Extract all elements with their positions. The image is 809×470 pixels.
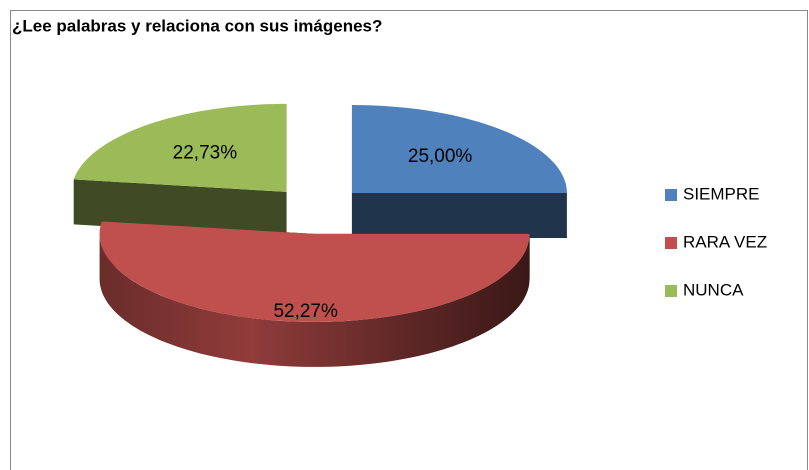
slice-top bbox=[99, 221, 530, 322]
legend-swatch bbox=[665, 237, 677, 249]
legend-label: RARA VEZ bbox=[683, 232, 767, 251]
legend-label: NUNCA bbox=[683, 280, 744, 299]
slice-wall bbox=[99, 233, 530, 367]
slice-side bbox=[73, 179, 287, 237]
data-label: 25,00% bbox=[408, 146, 473, 167]
slice-top bbox=[351, 105, 567, 193]
pie-slice bbox=[73, 103, 287, 237]
slice-top bbox=[73, 103, 287, 192]
legend-swatch bbox=[665, 189, 677, 201]
pie-slice bbox=[99, 221, 530, 367]
data-label: 22,73% bbox=[173, 142, 238, 163]
data-label: 52,27% bbox=[273, 301, 338, 322]
chart-title: ¿Lee palabras y relaciona con sus imágen… bbox=[12, 16, 382, 35]
legend-swatch bbox=[665, 285, 677, 297]
legend-label: SIEMPRE bbox=[683, 184, 760, 203]
pie-slice bbox=[351, 105, 567, 238]
slice-side bbox=[351, 193, 567, 238]
